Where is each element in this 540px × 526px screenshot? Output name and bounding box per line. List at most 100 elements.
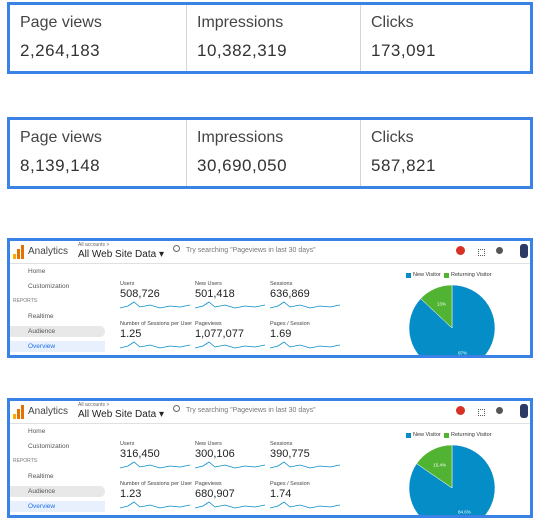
legend-swatch xyxy=(444,273,449,278)
metric-value: 2,264,183 xyxy=(20,41,101,60)
search-box[interactable]: Try searching "Pageviews in last 30 days… xyxy=(186,407,316,414)
sparkline xyxy=(270,501,340,509)
notification[interactable] xyxy=(456,406,465,415)
metric-label: Number of Sessions per User xyxy=(120,321,193,327)
sidebar: Home Customization REPORTS Realtime Audience… xyxy=(10,264,105,355)
sparkline xyxy=(195,501,265,509)
sparkline-path xyxy=(120,301,190,309)
sparkline xyxy=(120,301,190,309)
search-icon xyxy=(173,245,180,252)
metric-label: Pageviews xyxy=(195,481,222,487)
sidebar-item[interactable]: Audience xyxy=(10,326,105,337)
metric-label: Page views xyxy=(20,129,102,146)
metric-label: Pageviews xyxy=(195,321,222,327)
sparkline xyxy=(120,501,190,509)
metric-label: Sessions xyxy=(270,281,293,287)
sparkline xyxy=(270,301,340,309)
metric-cell: Page views 8,139,148 xyxy=(10,120,186,186)
apps-icon[interactable] xyxy=(478,409,485,416)
sparkline-path xyxy=(195,501,265,509)
metric-value: 316,450 xyxy=(120,448,160,460)
metric-cell: Clicks 587,821 xyxy=(360,120,530,186)
metric-label: Users xyxy=(120,281,135,287)
analytics-panel: Analytics All accounts > All Web Site Data… xyxy=(7,238,533,358)
analytics-panel: Analytics All accounts > All Web Site Data… xyxy=(7,398,533,518)
sidebar-item: REPORTS xyxy=(13,298,38,304)
logo-bar xyxy=(21,405,24,419)
metric-cell: Clicks 173,091 xyxy=(360,5,530,71)
sidebar-item[interactable]: Realtime xyxy=(28,313,54,320)
avatar[interactable] xyxy=(520,244,528,258)
sidebar-item[interactable]: Active Users xyxy=(10,516,105,518)
sparkline-path xyxy=(195,461,265,469)
pie-slice xyxy=(408,444,496,515)
sidebar-item[interactable]: Home xyxy=(28,428,46,435)
pie-chart: 84.6% 15.4% xyxy=(408,444,496,515)
legend-swatch xyxy=(406,433,411,438)
top-bar: Analytics All accounts > All Web Site Data… xyxy=(10,401,530,424)
help-icon[interactable] xyxy=(496,247,503,254)
view-selector[interactable]: All Web Site Data ▾ xyxy=(78,409,164,420)
metric-cell: Page views 2,264,183 xyxy=(10,5,186,71)
logo xyxy=(13,245,24,259)
notification[interactable] xyxy=(456,246,465,255)
logo-bar xyxy=(13,254,16,259)
stat-panel: Page views 8,139,148 Impressions 30,690,050… xyxy=(7,117,533,189)
logo-bar xyxy=(21,245,24,259)
sidebar-item[interactable]: Overview xyxy=(10,341,105,352)
search-box[interactable]: Try searching "Pageviews in last 30 days… xyxy=(186,247,316,254)
metric-value: 501,418 xyxy=(195,288,235,300)
metric-value: 390,775 xyxy=(270,448,310,460)
pie-label: 13% xyxy=(437,302,446,307)
sparkline-path xyxy=(120,341,190,349)
sidebar-item[interactable]: Overview xyxy=(10,501,105,512)
metric-label: New Users xyxy=(195,281,222,287)
breadcrumb: All accounts > xyxy=(78,402,110,408)
sparkline-path xyxy=(195,301,265,309)
metric-label: Number of Sessions per User xyxy=(120,481,193,487)
help-icon[interactable] xyxy=(496,407,503,414)
sidebar-item[interactable]: Customization xyxy=(28,283,70,290)
logo-bar xyxy=(13,414,16,419)
sparkline-path xyxy=(120,461,190,469)
sparkline xyxy=(195,301,265,309)
pie-slice xyxy=(420,284,453,329)
metric-value: 1.25 xyxy=(120,328,142,340)
metric-label: Impressions xyxy=(197,129,284,146)
breadcrumb: All accounts > xyxy=(78,242,110,248)
view-selector[interactable]: All Web Site Data ▾ xyxy=(78,249,164,260)
metric-label: Users xyxy=(120,441,135,447)
logo-bar xyxy=(17,409,20,419)
logo xyxy=(13,405,24,419)
metric-value: 1,077,077 xyxy=(195,328,244,340)
sparkline-path xyxy=(270,301,340,309)
logo-bar xyxy=(17,249,20,259)
metric-value: 1.23 xyxy=(120,488,142,500)
sparkline xyxy=(120,461,190,469)
sidebar-item[interactable]: Realtime xyxy=(28,473,54,480)
pie-label: 15.4% xyxy=(433,462,446,467)
legend-label: New Visitor xyxy=(413,432,441,438)
metric-value: 1.74 xyxy=(270,488,292,500)
apps-icon[interactable] xyxy=(478,249,485,256)
avatar[interactable] xyxy=(520,404,528,418)
metric-value: 636,869 xyxy=(270,288,310,300)
search-icon xyxy=(173,405,180,412)
sparkline xyxy=(195,341,265,349)
legend-label: New Visitor xyxy=(413,272,441,278)
metric-value: 508,726 xyxy=(120,288,160,300)
legend-label: Returning Visitor xyxy=(451,272,492,278)
metric-label: New Users xyxy=(195,441,222,447)
metric-label: Pages / Session xyxy=(270,321,310,327)
stat-panel: Page views 2,264,183 Impressions 10,382,319… xyxy=(7,2,533,74)
sidebar-item[interactable]: Home xyxy=(28,268,46,275)
sidebar-item[interactable]: Audience xyxy=(10,486,105,497)
sparkline-path xyxy=(195,341,265,349)
sidebar-item: REPORTS xyxy=(13,458,38,464)
pie-chart: 87% 13% xyxy=(408,284,496,355)
sidebar-item[interactable]: Customization xyxy=(28,443,70,450)
metric-label: Clicks xyxy=(371,129,414,146)
top-bar: Analytics All accounts > All Web Site Data… xyxy=(10,241,530,264)
app-name: Analytics xyxy=(28,246,69,257)
